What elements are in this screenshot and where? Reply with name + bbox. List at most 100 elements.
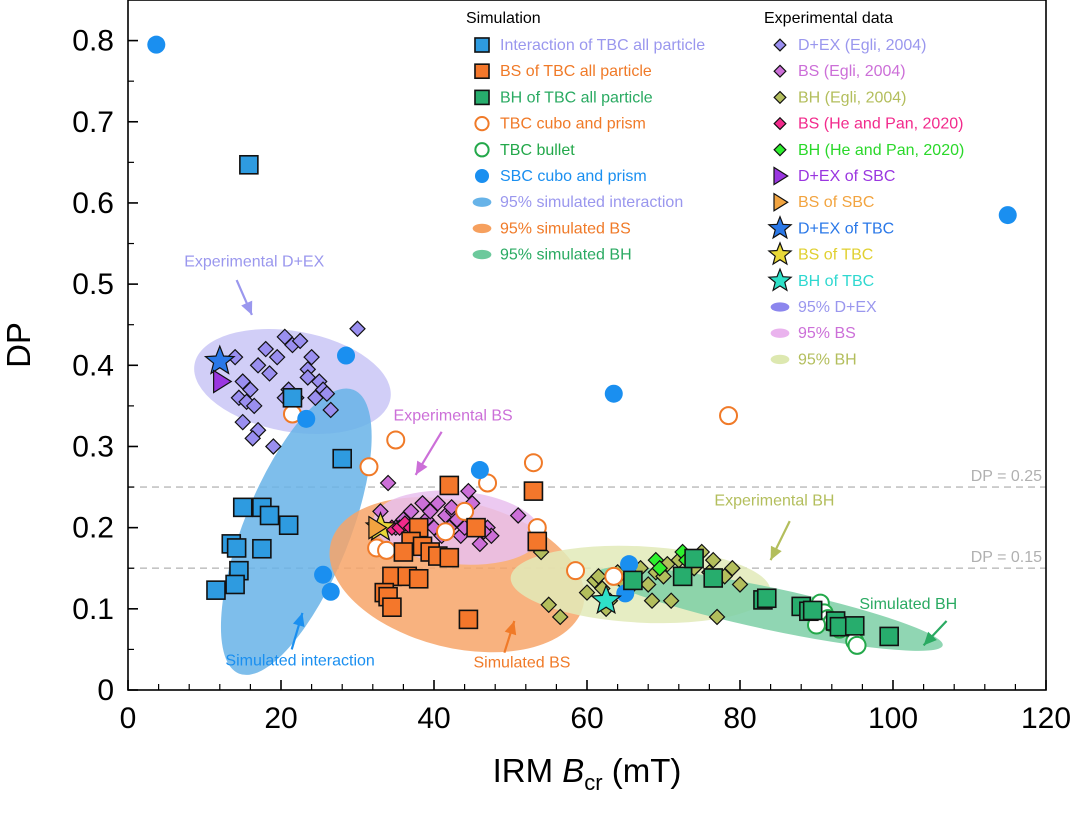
legend-item: TBC cubo and prism <box>474 116 646 133</box>
legend-label: 95% BH <box>798 351 857 368</box>
x-axis-title: IRM Bcr (mT) <box>493 752 682 795</box>
y-tick-label: 0.6 <box>72 187 114 220</box>
data-point <box>439 475 460 496</box>
data-point <box>322 401 340 419</box>
legend-label: BH (He and Pan, 2020) <box>798 142 964 159</box>
legend-item: SBC cubo and prism <box>474 168 647 185</box>
legend-item: 95% BS <box>770 325 856 342</box>
x-tick-label: 80 <box>723 702 756 735</box>
data-point <box>651 559 669 577</box>
y-tick-label: 0.2 <box>72 512 114 545</box>
legend-item: 95% simulated BS <box>472 220 631 237</box>
data-point <box>226 538 247 558</box>
data-point <box>847 635 867 655</box>
data-point <box>439 547 460 568</box>
legend-item: 95% D+EX <box>770 299 877 316</box>
legend-label: BS of TBC all particle <box>500 63 652 80</box>
series-d-ex-of-sbc <box>213 369 233 394</box>
data-point <box>527 531 548 552</box>
data-point <box>443 499 460 516</box>
series-sbc-cubo-and-prism <box>147 35 1017 603</box>
legend-marker <box>770 302 790 312</box>
y-axis-title: DP <box>0 322 37 368</box>
legend-marker <box>474 63 490 80</box>
data-point <box>232 497 253 518</box>
data-point <box>719 406 739 426</box>
legend-label: D+EX of TBC <box>798 220 894 237</box>
legend-marker <box>767 241 793 266</box>
legend-marker <box>767 215 793 240</box>
annotation-label: Simulated interaction <box>225 653 374 670</box>
data-point <box>206 580 226 600</box>
legend-label: BH of TBC all particle <box>500 89 653 106</box>
series-d-ex-of-tbc <box>203 344 236 375</box>
data-point <box>684 548 704 569</box>
series-bs-of-tbc-all-particle <box>374 475 548 630</box>
data-point <box>379 474 397 492</box>
data-point <box>259 505 280 526</box>
data-point <box>297 409 316 428</box>
data-point <box>332 448 353 469</box>
legend-item: TBC bullet <box>474 142 575 159</box>
legend-item: BH (He and Pan, 2020) <box>773 142 964 159</box>
data-point <box>458 609 479 630</box>
legend-label: D+EX (Egli, 2004) <box>798 37 927 54</box>
data-point <box>203 344 236 375</box>
data-point <box>299 369 317 386</box>
data-point <box>265 438 282 455</box>
annotation-arrowhead <box>923 631 937 646</box>
data-point <box>230 389 248 407</box>
data-point <box>382 597 402 618</box>
annotation-label: Experimental BH <box>714 493 834 510</box>
data-point <box>291 332 309 350</box>
legend-item: 95% BH <box>770 351 857 368</box>
data-point <box>566 561 586 581</box>
data-point <box>604 384 623 403</box>
data-point <box>368 515 388 540</box>
y-tick-label: 0 <box>97 674 114 707</box>
legend-label: BH of TBC <box>798 273 874 290</box>
data-point <box>213 369 233 394</box>
legend-label: SBC cubo and prism <box>500 168 647 185</box>
legend-label: BH (Egli, 2004) <box>798 89 907 106</box>
data-point <box>252 538 272 559</box>
axes: 0 20 40 60 80 100 120 0 0.1 0.2 0.3 0.4 0.5 0.6 0.7 0.… <box>0 0 1071 795</box>
legend-item: BS of TBC all particle <box>474 63 652 80</box>
data-point <box>460 482 477 500</box>
x-tick-label: 100 <box>868 702 918 735</box>
data-point <box>802 600 823 621</box>
data-point <box>551 608 569 626</box>
data-point <box>314 565 333 584</box>
data-point <box>643 592 661 610</box>
legend-marker <box>773 143 787 157</box>
data-point <box>268 348 286 366</box>
x-tick-label: 60 <box>570 702 603 735</box>
annotation-label: Simulated BS <box>474 654 571 671</box>
data-point <box>844 616 865 636</box>
x-tick-label: 0 <box>120 702 137 735</box>
legend-header: Simulation <box>466 10 541 27</box>
reference-line-label: DP = 0.15 <box>971 549 1042 566</box>
data-point <box>523 453 543 473</box>
data-point <box>703 568 724 588</box>
data-point <box>466 517 486 538</box>
series-tbc-cubo-and-prism <box>282 404 739 586</box>
data-point <box>623 570 643 591</box>
legend-label: BS (Egli, 2004) <box>798 63 906 80</box>
legend: Simulation Interaction of TBC all particl… <box>466 10 964 368</box>
legend-marker <box>770 354 790 365</box>
data-point <box>523 481 544 501</box>
data-point <box>540 596 558 614</box>
y-tick-label: 0.5 <box>72 268 114 301</box>
data-point <box>408 568 429 589</box>
data-point <box>471 535 489 553</box>
data-point <box>470 461 489 480</box>
data-point <box>321 582 340 601</box>
legend-label: Interaction of TBC all particle <box>500 37 705 54</box>
legend-label: BS of TBC <box>798 247 873 264</box>
legend-label: D+EX of SBC <box>798 168 895 185</box>
x-tick-label: 120 <box>1021 702 1071 735</box>
legend-marker <box>773 192 789 212</box>
annotation-arrowhead <box>770 545 782 561</box>
